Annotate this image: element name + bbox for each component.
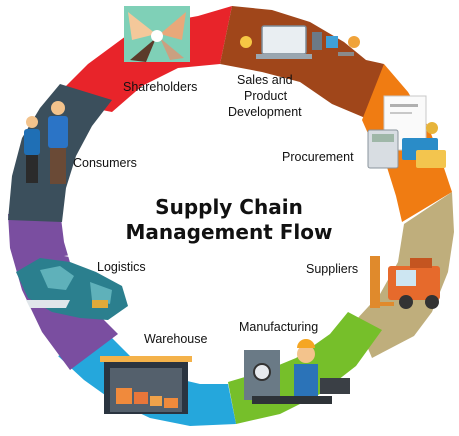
label-consumers: Consumers [73,156,137,170]
factory-worker-icon [244,339,350,404]
arrow-segment-sales [220,6,384,120]
label-warehouse: Warehouse [144,332,208,346]
title-line1: Supply Chain [155,195,303,219]
laptop-tools-icon [240,25,360,59]
label-sales-line1: Sales and [237,73,293,87]
label-logistics: Logistics [97,260,146,274]
label-suppliers: Suppliers [306,262,358,276]
calculator-invoice-icon [367,95,446,169]
label-procurement: Procurement [282,150,354,164]
label-sales-line3: Development [228,105,302,119]
title-line2: Management Flow [126,220,333,244]
label-sales-product-development: Sales and Product Development [228,73,302,119]
label-manufacturing: Manufacturing [239,320,318,334]
label-shareholders: Shareholders [123,80,197,94]
forklift-icon [370,256,440,309]
warehouse-boxes-icon [100,356,192,414]
couple-icon [24,101,68,184]
hands-together-icon [124,6,190,62]
world-map-transport-icon [16,252,128,320]
label-sales-line2: Product [244,89,288,103]
diagram-title: Supply Chain Management Flow [126,195,333,244]
